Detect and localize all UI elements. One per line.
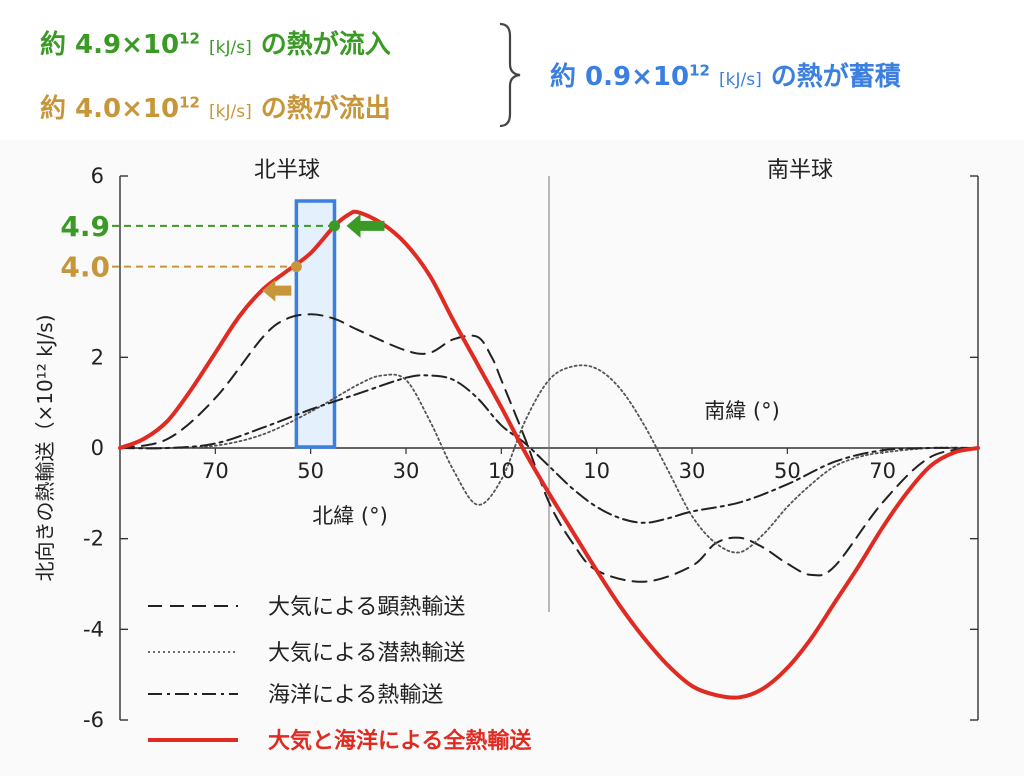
x-axis-label-north: 北緯 (°) (312, 504, 388, 528)
region-label-south: 南半球 (767, 158, 833, 183)
inflow-annotation: 約 4.9×1012 [kJ/s] の熱が流入 (40, 29, 391, 60)
axis-labels: 6 2 0 -2 -4 -6 70 50 30 10 10 30 50 70 北緯 (°) 南緯 (°) 北半球… (33, 158, 896, 732)
outflow-annotation: 約 4.0×1012 [kJ/s] の熱が流出 (40, 93, 391, 124)
y-tick-label: -6 (83, 708, 104, 732)
sensible-heat-series-line (119, 313, 979, 583)
legend-ocean-heat-label: 海洋による熱輸送 (268, 683, 443, 708)
y-tick-label: 2 (91, 345, 104, 369)
chart-panel: 4.9 4.0 6 2 0 -2 -4 -6 70 50 30 10 10 30 50 70 北緯 (°) 南緯… (0, 140, 1024, 776)
brace-icon (499, 22, 521, 128)
region-label-north: 北半球 (254, 158, 320, 183)
legend-latent-heat-label: 大気による潜熱輸送 (268, 641, 465, 666)
highlight-band (294, 199, 337, 449)
plot-frame (119, 175, 979, 721)
total-heat-series-line (118, 209, 980, 700)
y-tick-label: -2 (83, 527, 104, 551)
y-tick-label: -4 (83, 617, 104, 641)
storage-annotation: 約 0.9×1012 [kJ/s] の熱が蓄積 (550, 61, 901, 92)
series-layer (118, 209, 980, 700)
x-axis-label-south: 南緯 (°) (704, 399, 780, 423)
y-axis-label: 北向きの熱輸送（×10¹² kJ/s) (33, 314, 57, 581)
x-tick-label-north: 50 (297, 459, 324, 483)
outflow-point (290, 261, 302, 273)
x-tick-label-north: 70 (202, 459, 229, 483)
x-tick-label-south: 70 (869, 459, 896, 483)
legend-sensible-heat-label: 大気による顕熱輸送 (268, 595, 465, 620)
inflow-arrow-icon (346, 213, 385, 238)
outflow-arrow-icon (262, 279, 292, 302)
x-tick-label-north: 30 (393, 459, 420, 483)
x-tick-label-south: 50 (774, 459, 801, 483)
legend-total-heat-label: 大気と海洋による全熱輸送 (268, 728, 531, 754)
x-tick-label-south: 10 (583, 459, 610, 483)
y-tick-label: 6 (91, 164, 104, 188)
inflow-value-label: 4.9 (60, 210, 110, 243)
x-tick-label-north: 10 (488, 459, 515, 483)
x-tick-label-south: 30 (679, 459, 706, 483)
ocean-heat-series-line (119, 374, 979, 524)
inflow-point (329, 220, 340, 232)
y-tick-label: 0 (91, 436, 104, 460)
latent-heat-series-line (119, 364, 979, 554)
marker-layer: 4.94.0 (60, 210, 385, 302)
outflow-value-label: 4.0 (60, 251, 110, 284)
highlight-band-rect (294, 199, 337, 449)
